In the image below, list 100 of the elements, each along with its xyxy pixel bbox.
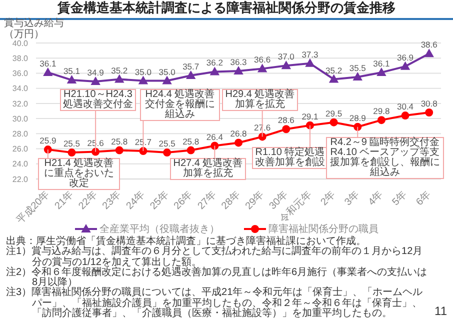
data-label: 38.6 [420, 40, 438, 50]
x-tick-label: 26年 [171, 188, 195, 212]
data-label: 36.6 [254, 54, 271, 65]
point [43, 68, 52, 76]
point [186, 146, 195, 154]
data-label: 30.8 [420, 98, 438, 109]
data-label: 35.7 [182, 61, 200, 72]
point [163, 148, 172, 157]
point [210, 67, 220, 76]
point [354, 122, 362, 131]
x-tick-label: 23年 [100, 188, 124, 212]
data-label: 29.8 [373, 106, 390, 116]
source-note: 出典：厚生労働省「賃金構造基本統計調査」に基づき障害福祉課において作成。 [6, 236, 367, 247]
data-label: 37.0 [278, 52, 295, 62]
point [162, 76, 172, 84]
x-tick-label: 6年 [414, 188, 434, 208]
x-tick-label: 22年 [76, 188, 100, 212]
point [329, 74, 338, 83]
point [377, 116, 386, 124]
chart-title: 賃金構造基本統計調査による障害福祉関係分野の賃金推移 [56, 0, 396, 16]
point [234, 138, 242, 147]
data-label: 35.0 [158, 66, 176, 77]
data-label: 29.1 [302, 111, 319, 122]
x-tick-label: 29年 [242, 188, 266, 212]
y-tick-label: 30.0 [12, 114, 29, 124]
point [401, 112, 410, 120]
x-tick-label: 5年 [390, 188, 410, 208]
point [425, 108, 434, 117]
data-label: 35.1 [63, 66, 80, 76]
x-tick-label: 21年 [52, 188, 76, 212]
data-label: 36.9 [396, 52, 414, 62]
annotation: R1.10 特定処遇改善加算を創設 [252, 147, 328, 169]
point [400, 62, 410, 70]
data-label: 28.6 [278, 115, 295, 126]
point [282, 125, 290, 134]
data-label: 36.2 [206, 58, 224, 68]
data-label: 27.6 [254, 122, 271, 133]
data-label: 26.4 [206, 132, 224, 142]
data-label: 25.5 [63, 138, 80, 149]
point [91, 77, 100, 86]
x-tick-label: 27年 [195, 188, 219, 212]
data-label: 25.8 [182, 136, 200, 146]
data-label: 29.5 [326, 108, 342, 118]
point [305, 58, 314, 67]
text: 注3）障害福祉関係分野の職員については、平成21年～令和元年は「保育士」、「ホームヘルパー」、「福祉施設介護員」を加重平均したもの、令和２年～令和６年は「保育士」、「訪問介護従事者」、「介護職員（医療・福祉施設等）」を加重平均したもの。 [6, 287, 424, 320]
point [139, 147, 148, 156]
point [92, 148, 100, 156]
y-tick-label: 22.0 [12, 174, 29, 184]
annotation: H21.4 処遇改善に重点をおいた改定 [38, 158, 120, 190]
y-tick-label: 28.0 [12, 130, 29, 139]
point [44, 146, 52, 154]
legend-label: 障害福祉関係分野の職員 [268, 222, 378, 236]
x-tick-label: 24年 [124, 188, 148, 212]
data-label: 34.9 [87, 68, 104, 78]
annotation: H24.4 処遇改善交付金を報酬に組込み [140, 89, 220, 121]
y-tick-label: 40.0 [12, 38, 29, 48]
y-tick-label: 38.0 [12, 54, 29, 63]
point [67, 76, 76, 84]
y-tick-label: 32.0 [12, 99, 29, 108]
point [115, 146, 124, 154]
data-label: 37.3 [302, 49, 319, 60]
text: 11 [434, 304, 447, 318]
point [138, 76, 148, 84]
point [258, 64, 267, 72]
data-label: 35.0 [134, 66, 152, 77]
y-tick-label: 24.0 [12, 160, 29, 169]
annotation: R4.2～9 臨時特例交付金 R4.10 ベースアップ等支援加算を創設し、報酬に組込み [326, 137, 444, 179]
point [186, 70, 196, 79]
y-tick-label: 36.0 [12, 69, 29, 78]
point [306, 121, 314, 130]
point [424, 49, 434, 58]
point [376, 68, 386, 76]
x-tick-label: 平成20年 [14, 188, 52, 226]
y-axis-title: 賞与込み給与（万円） [4, 18, 65, 40]
data-label: 36.3 [230, 56, 248, 67]
point [114, 74, 124, 83]
data-label: 25.9 [40, 136, 56, 146]
data-label: 26.8 [230, 128, 248, 139]
x-tick-label: 3年 [342, 188, 362, 208]
data-label: 30.4 [396, 102, 414, 112]
data-label: 36.1 [373, 58, 390, 68]
point [234, 66, 243, 74]
annotation: H27.4 処遇改善加算を拡充 [170, 158, 246, 180]
point [258, 132, 266, 141]
point [330, 118, 338, 126]
data-label: 35.2 [326, 65, 342, 76]
data-label: 36.1 [40, 58, 56, 68]
data-label: 35.2 [111, 65, 128, 76]
x-tick-label: 2年 [318, 188, 338, 208]
x-tick-label: 4年 [366, 188, 386, 208]
y-tick-label: 34.0 [12, 84, 29, 94]
data-label: 25.5 [158, 138, 176, 149]
data-label: 28.9 [349, 112, 366, 123]
data-label: 25.8 [111, 136, 128, 146]
annotation: H29.4 処遇改善加算を拡充 [222, 89, 298, 111]
annotation: H21.10～H24.3 処遇改善交付金 [60, 89, 136, 111]
x-tick-label: 28年 [219, 188, 242, 212]
y-tick-label: 26.0 [12, 144, 29, 154]
point [353, 72, 362, 80]
text: 注1）賞与込み給与は、調査年の６月分として支払われた給与に調査年の前年の１月から12月分の賞与の1/12を加えて算出した額。 [6, 246, 424, 268]
